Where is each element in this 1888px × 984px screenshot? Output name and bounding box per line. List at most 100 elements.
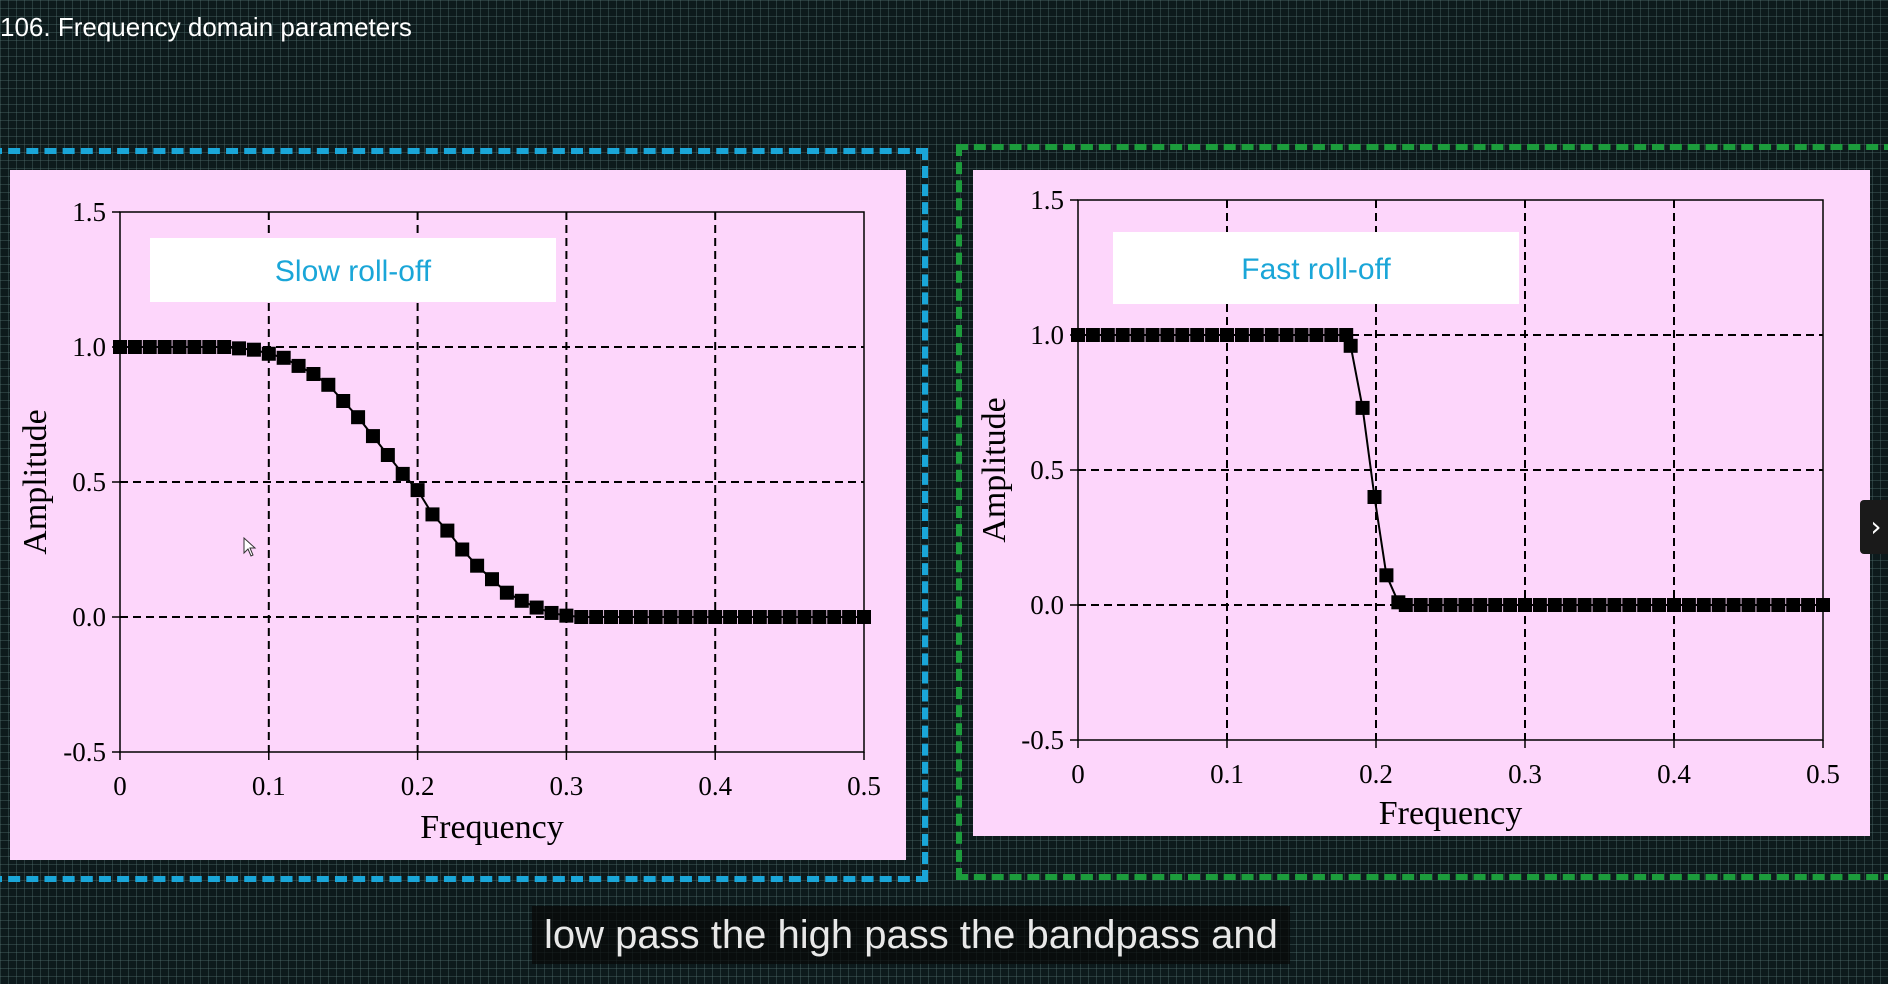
y-tick-label: 1.0 [1030,320,1064,350]
data-point [410,483,425,498]
data-point [1398,598,1413,612]
chart-label-box [150,238,556,302]
data-point [797,610,812,624]
mouse-pointer-icon [243,537,257,557]
data-point [1652,598,1667,612]
x-tick-label: 0 [113,771,127,801]
data-point [1756,598,1771,612]
data-point [380,448,395,462]
y-axis-label: Amplitude [17,409,54,554]
data-point [187,340,202,354]
data-point [618,610,633,624]
data-point [1532,598,1547,612]
data-point [1145,328,1160,342]
data-point [1458,598,1473,612]
data-point [1607,598,1622,612]
subtitle-caption: low pass the high pass the bandpass and [532,906,1290,964]
data-point [276,350,291,365]
x-axis-label: Frequency [420,809,564,846]
data-point [1379,568,1394,583]
chart-label-text: Fast roll-off [1241,253,1391,286]
data-point [1324,328,1339,342]
data-point [737,610,752,624]
x-axis-label: Frequency [1379,795,1523,832]
data-point [321,377,336,392]
slow-rolloff-chart-panel: 0 0.1 0.2 0.3 0.4 0.5 1.5 1.0 0.5 0.0 -0.5 Frequenc… [10,170,906,860]
data-point [172,340,187,354]
data-point [1711,598,1726,612]
data-point [633,610,648,624]
data-point [1220,328,1234,342]
data-point [232,341,247,356]
data-point [1413,598,1428,612]
x-tick-label: 0.3 [1508,759,1542,789]
y-tick-label: 1.0 [72,332,106,362]
data-point [455,542,470,557]
data-point [291,358,306,373]
data-point [1175,328,1190,342]
x-tick-label: 0.4 [1657,759,1691,789]
fast-rolloff-chart: 0 0.1 0.2 0.3 0.4 0.5 1.5 1.0 0.5 0.0 -0.5 Frequenc… [976,185,1840,832]
data-point [723,610,738,624]
data-point [351,410,366,425]
data-point [1130,328,1145,342]
data-point [113,340,127,354]
x-tick-label: 0.5 [847,771,881,801]
data-point [1547,598,1562,612]
x-tick-label: 0.1 [1210,759,1244,789]
x-tick-label: 0.3 [550,771,584,801]
data-point [202,340,217,354]
data-point [1801,598,1816,612]
data-point [1355,400,1370,415]
data-point [157,340,172,354]
data-point [1339,328,1354,342]
data-point [1264,328,1279,342]
data-point [812,610,827,624]
data-point [470,558,485,573]
chart-label-text: Slow roll-off [275,255,432,288]
y-tick-label: 0.5 [1030,455,1064,485]
data-point [1488,598,1503,612]
data-point [1637,598,1652,612]
data-point [574,610,589,624]
data-point [708,610,723,624]
data-point [1100,328,1115,342]
x-tick-label: 0.4 [698,771,732,801]
data-point [1367,490,1382,504]
data-point [1085,328,1100,342]
data-point [365,429,380,444]
slow-rolloff-chart: 0 0.1 0.2 0.3 0.4 0.5 1.5 1.0 0.5 0.0 -0.5 Frequenc… [17,197,881,846]
data-point [1816,598,1830,612]
data-point [1249,328,1264,342]
y-axis-label: Amplitude [976,397,1013,542]
data-point [663,610,678,624]
y-tick-label: 0.0 [72,602,106,632]
data-point [1279,328,1294,342]
data-point [127,340,142,354]
data-point [1205,328,1220,342]
data-point [1473,598,1488,612]
data-point [425,507,440,522]
data-point [1234,328,1249,342]
data-point [336,394,351,408]
data-point [217,340,232,354]
data-point [752,610,767,624]
data-point [1622,598,1637,612]
data-point [1309,328,1324,342]
data-point [395,466,410,481]
data-point [499,585,514,600]
data-point [246,342,261,357]
data-point [514,593,529,608]
data-point [1562,598,1577,612]
data-point [1115,328,1130,342]
data-point [559,608,574,623]
data-point [842,610,857,624]
data-point [306,367,321,381]
chart-label-box [1113,232,1519,304]
data-point [857,610,871,624]
fast-rolloff-chart-panel: 0 0.1 0.2 0.3 0.4 0.5 1.5 1.0 0.5 0.0 -0.5 Frequenc… [973,170,1870,836]
next-slide-button[interactable]: › [1860,500,1888,554]
y-tick-label: 0.5 [72,467,106,497]
data-point [782,610,797,624]
y-tick-label: 1.5 [72,197,106,227]
